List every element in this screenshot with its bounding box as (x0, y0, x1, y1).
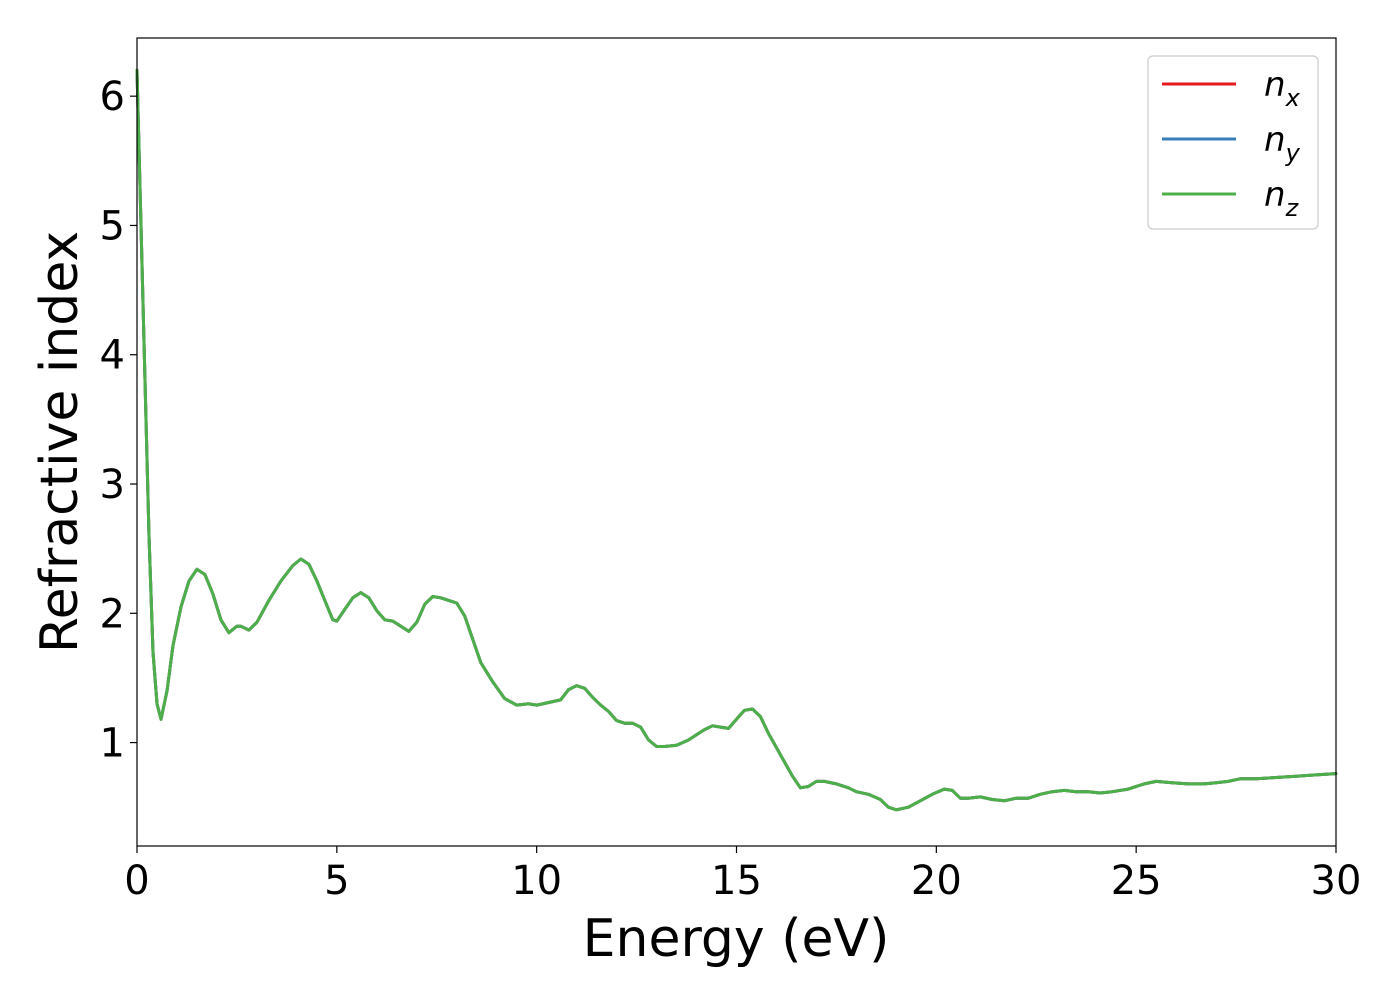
x-tick-label: 10 (511, 858, 562, 904)
legend-entry-z: nz (1264, 175, 1300, 222)
x-tick-label: 30 (1311, 858, 1362, 904)
plot-background (137, 38, 1336, 846)
y-tick-label: 2 (100, 591, 125, 637)
y-tick-label: 1 (100, 721, 125, 767)
x-tick-label: 25 (1111, 858, 1162, 904)
legend-frame (1147, 55, 1319, 230)
y-tick-label: 5 (100, 203, 125, 249)
x-axis-label: Energy (eV) (583, 909, 890, 969)
x-axis: 0 5 10 15 20 25 30 (124, 846, 1361, 904)
legend-entry-y: ny (1264, 120, 1301, 167)
legend-entry-x: nx (1264, 65, 1301, 112)
y-axis-label: Refractive index (30, 231, 90, 653)
y-axis: 1 2 3 4 5 6 (100, 74, 137, 767)
x-tick-label: 0 (124, 858, 149, 904)
x-tick-label: 20 (911, 858, 962, 904)
x-tick-label: 5 (324, 858, 349, 904)
y-tick-label: 4 (100, 333, 125, 379)
y-tick-label: 6 (100, 74, 125, 120)
legend: nx ny nz (1147, 55, 1319, 230)
series-line-z (135, 68, 1338, 812)
series-layer (135, 68, 1338, 812)
x-tick-label: 15 (711, 858, 762, 904)
y-tick-label: 3 (100, 462, 125, 508)
